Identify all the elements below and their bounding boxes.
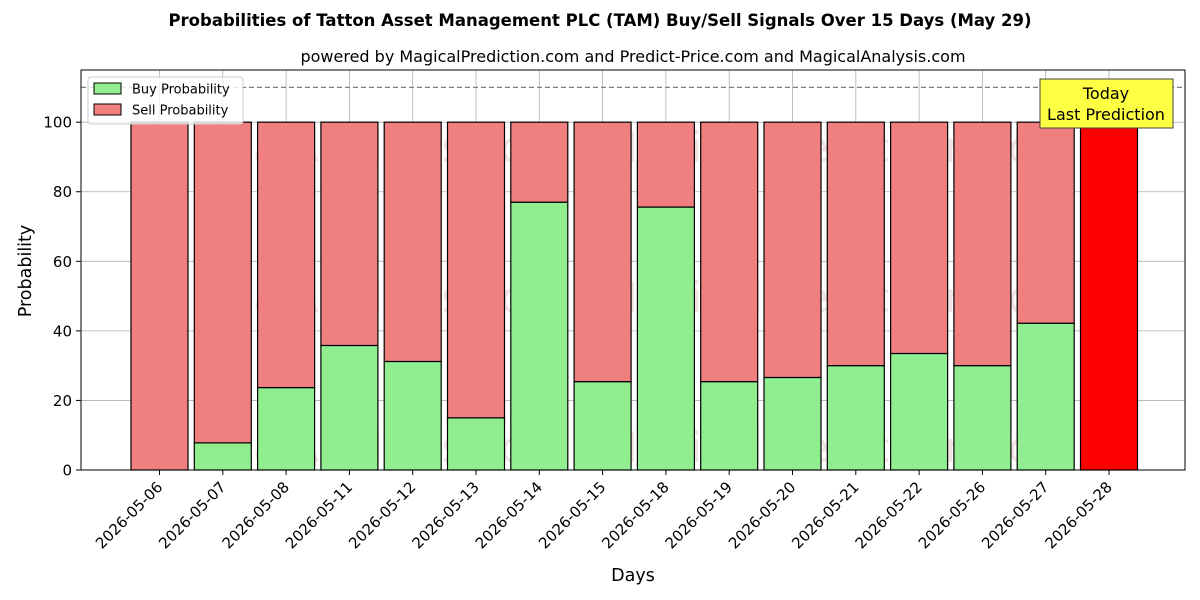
legend-label: Buy Probability — [132, 83, 230, 98]
chart-title: Probabilities of Tatton Asset Management… — [168, 11, 1031, 30]
annotation-box — [1039, 78, 1174, 129]
buy-bar — [953, 365, 1012, 471]
buy-bar — [320, 344, 379, 471]
x-tick-label: 2026-05-27 — [978, 478, 1052, 552]
buy-bar — [826, 365, 885, 471]
x-tick-label: 2026-05-08 — [219, 478, 293, 552]
annotation-text: Last Prediction — [1047, 105, 1165, 124]
buy-bar — [1016, 322, 1075, 471]
buy-bar — [383, 360, 442, 471]
legend-swatch — [93, 103, 122, 116]
bars-layer — [130, 121, 1139, 471]
y-tick-label: 20 — [53, 392, 72, 410]
sell-bar — [826, 121, 885, 367]
x-tick-label: 2026-05-21 — [788, 478, 862, 552]
today-bar — [1079, 121, 1139, 471]
y-tick-label: 60 — [53, 253, 72, 271]
buy-bar — [700, 381, 759, 471]
x-tick-label: 2026-05-06 — [92, 478, 166, 552]
y-tick-label: 40 — [53, 322, 72, 340]
sell-bar — [763, 121, 822, 379]
plot-frame — [80, 69, 1186, 471]
x-tick-label: 2026-05-28 — [1041, 478, 1115, 552]
buy-bar — [889, 352, 949, 471]
x-tick-label: 2026-05-18 — [598, 478, 672, 552]
legend: Buy Probability Sell Probability — [87, 76, 244, 125]
legend-box — [87, 76, 244, 125]
x-tick-label: 2026-05-15 — [535, 478, 609, 552]
legend-swatch — [93, 82, 122, 95]
sell-bar — [636, 121, 696, 208]
x-tick-label: 2026-05-14 — [472, 478, 546, 552]
x-tick-label: 2026-05-12 — [345, 478, 419, 552]
x-tick-label: 2026-05-11 — [282, 478, 356, 552]
y-axis-label: Probability — [16, 225, 36, 318]
x-axis-label: Days — [611, 566, 655, 586]
y-tick-label: 80 — [53, 183, 72, 201]
today-annotation: Today Last Prediction — [1039, 78, 1174, 129]
buy-bar — [193, 442, 252, 471]
sell-bar — [889, 121, 949, 355]
buy-bar — [446, 417, 506, 471]
buy-bar — [636, 206, 696, 471]
sell-bar — [700, 121, 759, 383]
buy-bar — [510, 201, 569, 471]
sell-bar — [320, 121, 379, 347]
x-tick-label: 2026-05-22 — [852, 478, 926, 552]
sell-bar — [573, 121, 632, 383]
x-tick-label: 2026-05-19 — [662, 478, 736, 552]
sell-bar — [383, 121, 442, 363]
legend-label: Sell Probability — [132, 104, 229, 119]
buy-bar — [573, 381, 632, 471]
y-tick-label: 0 — [62, 462, 72, 480]
sell-bar — [130, 121, 189, 471]
x-tick-label: 2026-05-20 — [725, 478, 799, 552]
chart-subtitle: powered by MagicalPrediction.com and Pre… — [300, 47, 965, 66]
x-tick-label: 2026-05-26 — [915, 478, 989, 552]
sell-bar — [193, 121, 252, 444]
buy-bar — [257, 386, 316, 471]
sell-bar — [1016, 121, 1075, 324]
sell-bar — [446, 121, 506, 419]
x-tick-label: 2026-05-07 — [155, 478, 229, 552]
y-tick-label: 100 — [43, 114, 72, 132]
buy-bar — [763, 376, 822, 471]
sell-bar — [510, 121, 569, 203]
x-tick-label: 2026-05-13 — [408, 478, 482, 552]
annotation-text: Today — [1082, 84, 1129, 103]
sell-bar — [953, 121, 1012, 367]
sell-bar — [257, 121, 316, 389]
